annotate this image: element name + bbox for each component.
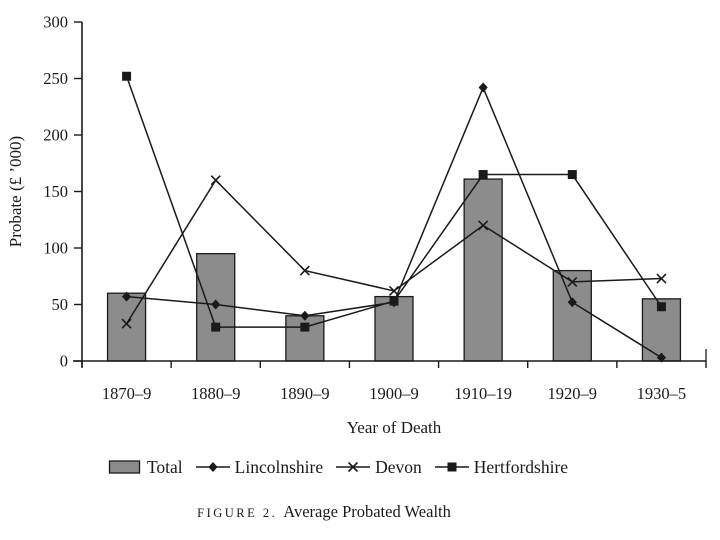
marker-lincolnshire-1880–9 bbox=[211, 299, 221, 310]
legend-item-total: Total bbox=[108, 457, 183, 478]
marker-hertfordshire-1910–19 bbox=[478, 170, 488, 180]
legend-swatch-devon bbox=[336, 461, 371, 473]
legend-swatch-total bbox=[108, 460, 141, 474]
figure-title: Average Probated Wealth bbox=[283, 502, 451, 521]
legend-swatch-hertfordshire bbox=[434, 462, 469, 472]
legend-item-hertfordshire: Hertfordshire bbox=[434, 456, 569, 478]
x-axis-title: Year of Death bbox=[347, 418, 442, 437]
x-tick-label-1920–9: 1920–9 bbox=[548, 384, 598, 403]
legend-label-hertfordshire: Hertfordshire bbox=[473, 456, 569, 477]
x-tick-label-1910–19: 1910–19 bbox=[454, 384, 512, 403]
legend-label-total: Total bbox=[146, 456, 183, 477]
chart-legend: Total Lincolnshire Devon Hertfordshire bbox=[0, 453, 698, 481]
marker-lincolnshire-1870–9 bbox=[121, 291, 132, 302]
figure-label: figure 2. bbox=[197, 506, 278, 520]
marker-devon-1890–9 bbox=[299, 265, 310, 276]
y-tick-label-250: 250 bbox=[43, 69, 68, 88]
y-tick-label-100: 100 bbox=[43, 239, 68, 258]
legend-label-lincolnshire: Lincolnshire bbox=[234, 456, 324, 477]
marker-devon-1930–5 bbox=[656, 273, 667, 284]
x-tick-label-1900–9: 1900–9 bbox=[369, 384, 419, 403]
legend-swatch-lincolnshire bbox=[195, 462, 230, 472]
x-tick-label-1880–9: 1880–9 bbox=[191, 384, 241, 403]
marker-devon-1880–9 bbox=[210, 175, 221, 186]
marker-devon-1870–9 bbox=[121, 318, 132, 329]
bar-total-1920–9 bbox=[552, 269, 592, 362]
marker-hertfordshire-1920–9 bbox=[567, 170, 577, 180]
y-axis-title: Probate (£ ’000) bbox=[6, 136, 25, 247]
y-tick-label-300: 300 bbox=[43, 13, 68, 32]
x-tick-label-1930–5: 1930–5 bbox=[637, 384, 687, 403]
x-tick-label-1890–9: 1890–9 bbox=[280, 384, 330, 403]
marker-devon-1920–9 bbox=[567, 276, 578, 287]
x-tick-label-1870–9: 1870–9 bbox=[102, 384, 152, 403]
y-tick-label-50: 50 bbox=[52, 295, 69, 314]
probate-wealth-chart: 0 50 100 150 200 250 300 1870–9 1880–9 1890–9 1900… bbox=[6, 13, 707, 437]
marker-lincolnshire-1920–9 bbox=[567, 297, 577, 308]
marker-devon-1900–9 bbox=[388, 285, 400, 297]
marker-hertfordshire-1890–9 bbox=[300, 322, 310, 332]
marker-hertfordshire-1880–9 bbox=[211, 322, 221, 332]
y-tick-label-200: 200 bbox=[43, 126, 68, 145]
y-tick-label-0: 0 bbox=[60, 352, 68, 371]
marker-lincolnshire-1910–19 bbox=[478, 82, 488, 93]
y-tick-label-150: 150 bbox=[43, 182, 68, 201]
marker-devon-1910–19 bbox=[478, 220, 489, 231]
total-bar-swatch bbox=[108, 460, 141, 474]
diamond-marker-icon bbox=[208, 462, 218, 472]
marker-hertfordshire-1870–9 bbox=[122, 71, 132, 81]
marker-lincolnshire-1930–5 bbox=[656, 352, 667, 363]
legend-label-devon: Devon bbox=[375, 456, 422, 477]
legend-item-devon: Devon bbox=[336, 457, 422, 478]
marker-hertfordshire-1930–5 bbox=[656, 302, 666, 312]
bar-total-1910–19 bbox=[463, 178, 503, 362]
marker-hertfordshire-1900–9 bbox=[389, 296, 399, 306]
figure-caption: figure 2. Average Probated Wealth bbox=[0, 502, 684, 522]
marker-lincolnshire-1890–9 bbox=[300, 310, 310, 321]
x-marker-icon bbox=[348, 461, 359, 473]
square-marker-icon bbox=[447, 462, 457, 472]
bar-total-1900–9 bbox=[374, 295, 414, 362]
legend-item-lincolnshire: Lincolnshire bbox=[195, 456, 324, 478]
